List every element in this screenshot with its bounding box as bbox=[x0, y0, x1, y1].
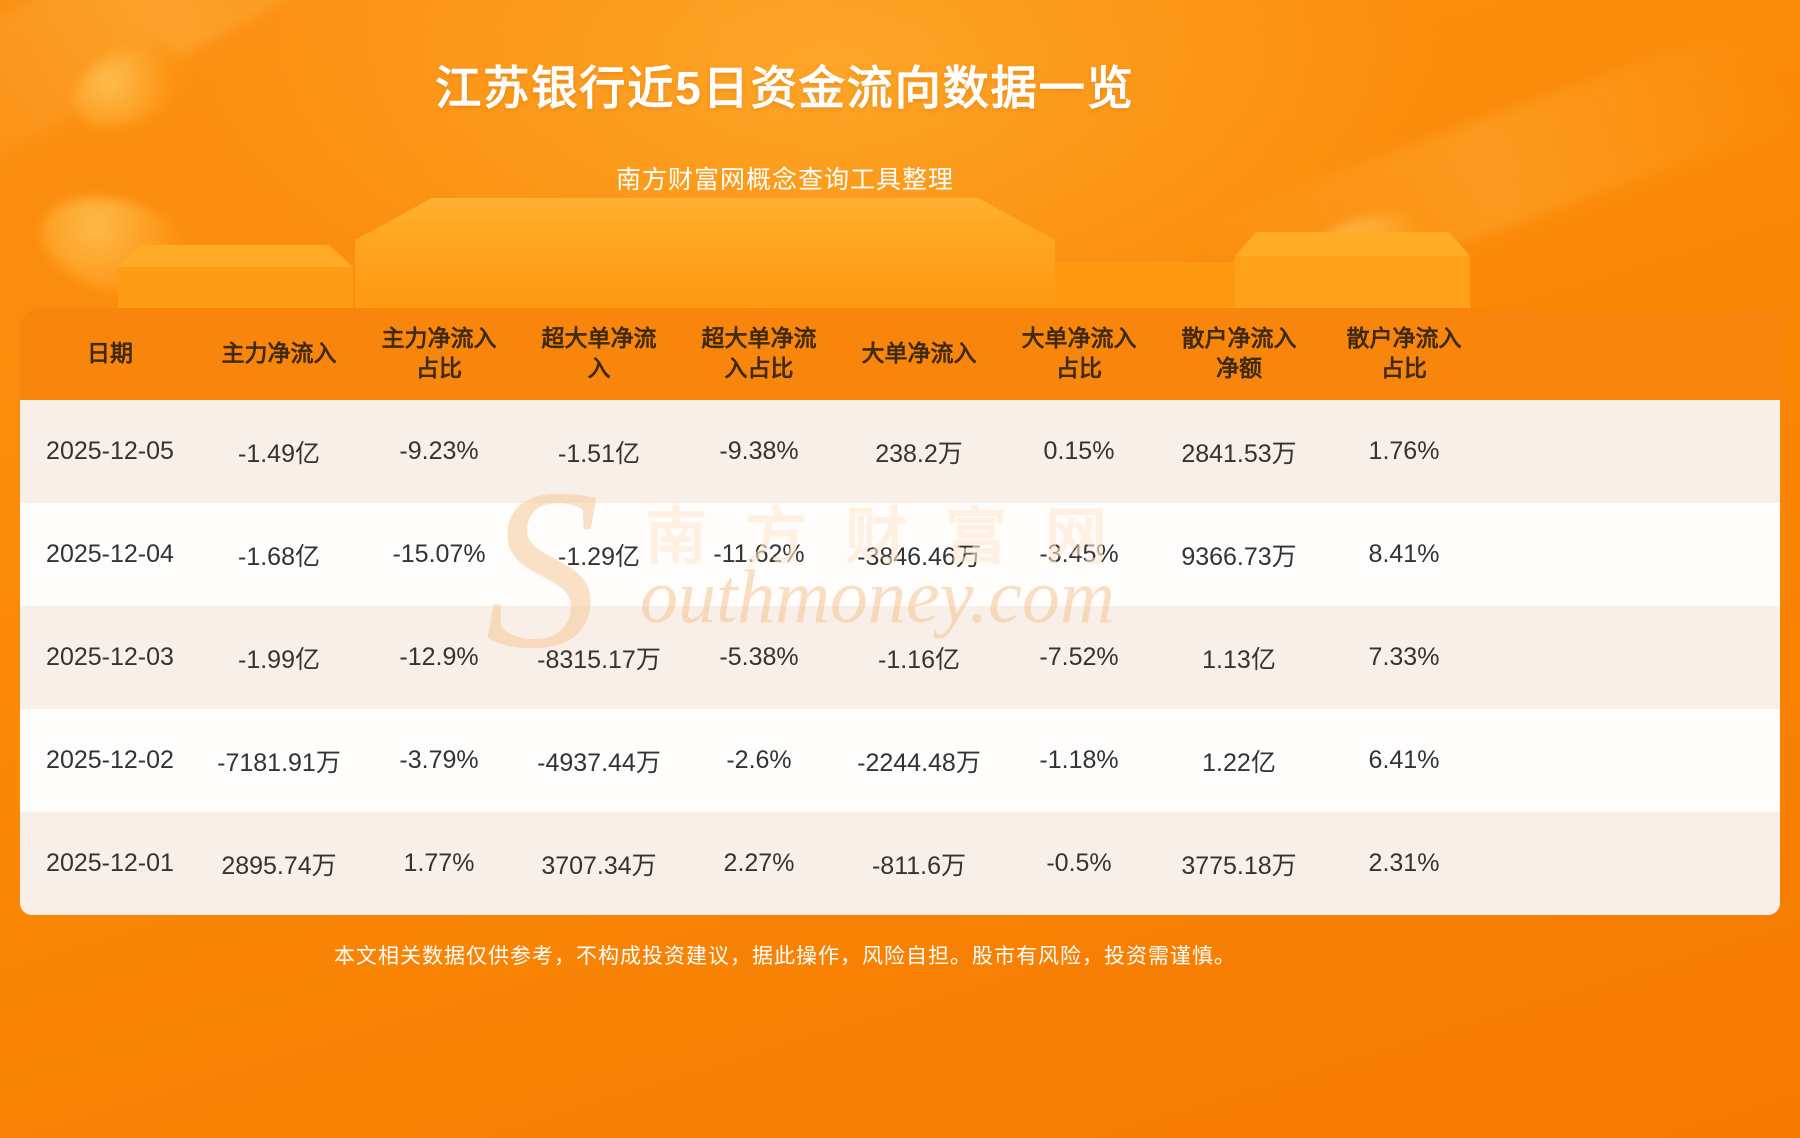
value-cell: 3775.18万 bbox=[1181, 851, 1297, 880]
column-header: 日期 bbox=[20, 308, 200, 400]
column-header: 主力净流入 占比 bbox=[358, 308, 520, 400]
flow-table: 日期 主力净流入 主力净流入 占比 超大单净流 入超大单净流 入占比 大单净流入 大单净流… bbox=[20, 308, 1780, 915]
cell-filler bbox=[1490, 709, 1780, 812]
cell-filler bbox=[1490, 400, 1780, 503]
fund-flow-table-container: 日期 主力净流入 主力净流入 占比 超大单净流 入超大单净流 入占比 大单净流入 大单净流… bbox=[20, 308, 1780, 915]
value-cell: -3.79% bbox=[399, 746, 479, 774]
value-cell: -15.07% bbox=[392, 540, 486, 568]
value-cell: -1.99亿 bbox=[238, 645, 320, 674]
value-cell: -12.9% bbox=[399, 643, 479, 671]
column-header: 大单净流入 bbox=[840, 308, 998, 400]
value-cell: -7181.91万 bbox=[217, 748, 341, 777]
table-row: 2025-12-02 -7181.91万 -3.79% -4937.44万 -2.6% -… bbox=[20, 709, 1780, 812]
page-title: 江苏银行近5日资金流向数据一览 bbox=[435, 62, 1135, 114]
column-header: 超大单净流 入 bbox=[520, 308, 678, 400]
column-header: 大单净流入 占比 bbox=[998, 308, 1160, 400]
value-cell: 6.41% bbox=[1368, 746, 1440, 774]
value-cell: 2.31% bbox=[1368, 849, 1440, 877]
value-cell: -5.38% bbox=[719, 643, 799, 671]
date-cell: 2025-12-01 bbox=[46, 849, 174, 877]
value-cell: -1.16亿 bbox=[878, 645, 960, 674]
podium-box-face bbox=[355, 240, 1055, 315]
date-cell: 2025-12-02 bbox=[46, 746, 174, 774]
value-cell: 3707.34万 bbox=[541, 851, 657, 880]
value-cell: -9.38% bbox=[719, 437, 799, 465]
value-cell: -3846.46万 bbox=[857, 542, 981, 571]
value-cell: 8.41% bbox=[1368, 540, 1440, 568]
cell-filler bbox=[1490, 503, 1780, 606]
date-cell: 2025-12-04 bbox=[46, 540, 174, 568]
header-row: 日期 主力净流入 主力净流入 占比 超大单净流 入超大单净流 入占比 大单净流入 大单净流… bbox=[20, 308, 1780, 400]
value-cell: 1.76% bbox=[1368, 437, 1440, 465]
value-cell: 2895.74万 bbox=[221, 851, 337, 880]
column-header: 主力净流入 bbox=[200, 308, 358, 400]
value-cell: 7.33% bbox=[1368, 643, 1440, 671]
coin-graphic bbox=[30, 182, 200, 308]
table-row: 2025-12-03 -1.99亿 -12.9% -8315.17万 -5.38% -1.… bbox=[20, 606, 1780, 709]
footer-block: 本文相关数据仅供参考，不构成投资建议，据此操作，风险自担。股市有风险，投资需谨慎… bbox=[0, 940, 1570, 970]
coin-graphic bbox=[1292, 196, 1458, 314]
podium-box-face bbox=[1235, 232, 1470, 256]
value-cell: -4937.44万 bbox=[537, 748, 661, 777]
value-cell: 1.22亿 bbox=[1202, 748, 1276, 777]
value-cell: -811.6万 bbox=[871, 851, 967, 880]
table-row: 2025-12-04 -1.68亿 -15.07% -1.29亿 -11.62% -384… bbox=[20, 503, 1780, 606]
value-cell: 9366.73万 bbox=[1181, 542, 1297, 571]
value-cell: -1.18% bbox=[1039, 746, 1119, 774]
value-cell: -1.49亿 bbox=[238, 439, 320, 468]
value-cell: -2.6% bbox=[726, 746, 792, 774]
value-cell: 238.2万 bbox=[875, 439, 963, 468]
value-cell: 1.77% bbox=[403, 849, 475, 877]
cell-filler bbox=[1490, 812, 1780, 915]
value-cell: -1.51亿 bbox=[558, 439, 640, 468]
column-header: 超大单净流 入占比 bbox=[678, 308, 840, 400]
disclaimer-text: 本文相关数据仅供参考，不构成投资建议，据此操作，风险自担。股市有风险，投资需谨慎… bbox=[334, 945, 1236, 968]
heading-block: 江苏银行近5日资金流向数据一览 南方财富网概念查询工具整理 bbox=[0, 0, 1570, 196]
value-cell: 2.27% bbox=[723, 849, 795, 877]
value-cell: 2841.53万 bbox=[1181, 439, 1297, 468]
value-cell: -7.52% bbox=[1039, 643, 1119, 671]
podium-graphic bbox=[0, 190, 1800, 315]
date-cell: 2025-12-05 bbox=[46, 437, 174, 465]
podium-box-face bbox=[118, 245, 353, 267]
cell-filler bbox=[1490, 606, 1780, 709]
value-cell: -11.62% bbox=[713, 540, 805, 568]
table-row: 2025-12-05 -1.49亿 -9.23% -1.51亿 -9.38% 238.2万… bbox=[20, 400, 1780, 503]
podium-box-face bbox=[355, 198, 1055, 240]
value-cell: -8315.17万 bbox=[537, 645, 661, 674]
column-header-filler bbox=[1490, 308, 1780, 400]
value-cell: -0.5% bbox=[1046, 849, 1112, 877]
value-cell: -1.29亿 bbox=[558, 542, 640, 571]
page-subtitle: 南方财富网概念查询工具整理 bbox=[615, 166, 954, 194]
column-header: 散户净流入 净额 bbox=[1160, 308, 1318, 400]
podium-box-face bbox=[1235, 256, 1470, 315]
value-cell: 1.13亿 bbox=[1202, 645, 1276, 674]
column-header: 散户净流入 占比 bbox=[1318, 308, 1490, 400]
value-cell: -1.68亿 bbox=[238, 542, 320, 571]
value-cell: 0.15% bbox=[1043, 437, 1115, 465]
date-cell: 2025-12-03 bbox=[46, 643, 174, 671]
value-cell: -3.45% bbox=[1039, 540, 1119, 568]
value-cell: -2244.48万 bbox=[857, 748, 981, 777]
table-row: 2025-12-01 2895.74万 1.77% 3707.34万 2.27% -811… bbox=[20, 812, 1780, 915]
value-cell: -9.23% bbox=[399, 437, 479, 465]
